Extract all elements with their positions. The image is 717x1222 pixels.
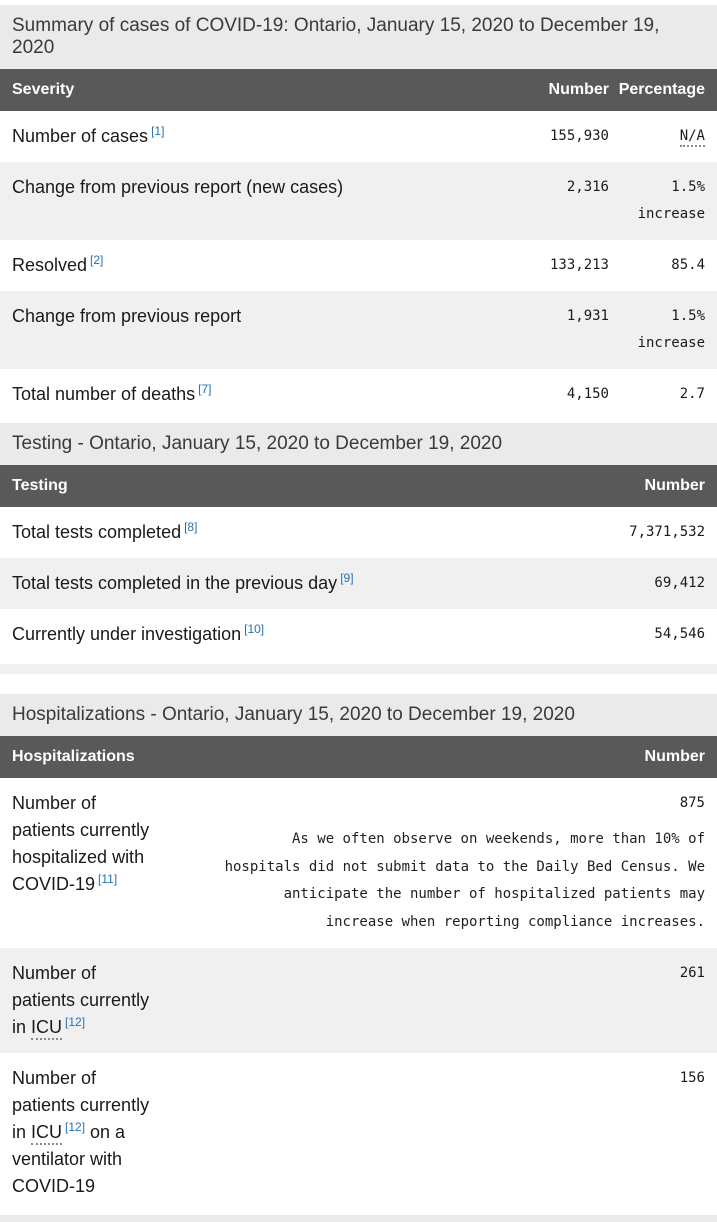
row-percentage: 2.7	[679, 386, 705, 402]
row-percentage: 1.5% increase	[637, 308, 705, 351]
summary-table-row: Total number of deaths [7] 4,150 2.7	[0, 369, 717, 420]
footnote-link[interactable]: [11]	[98, 872, 118, 886]
testing-col-testing: Testing	[12, 477, 68, 494]
row-number: 155,930	[549, 128, 609, 144]
row-label: Number of patients currently in ICU [12] on…	[12, 1068, 150, 1196]
hospitalizations-col-number: Number	[644, 748, 705, 765]
row-label: Total tests completed [8]	[12, 520, 198, 542]
summary-table-row: Change from previous report (new cases) 2…	[0, 162, 717, 240]
row-number: 133,213	[549, 257, 609, 273]
summary-table-row: Number of cases [1] 155,930 N/A	[0, 111, 717, 162]
row-number: 4,150	[566, 386, 609, 402]
row-number: 875	[679, 795, 705, 811]
covid-status-page: Summary of cases of COVID-19: Ontario, J…	[0, 5, 717, 1222]
row-label: Number of cases [1]	[12, 124, 165, 146]
hospitalizations-table-body: Number of patients currently hospitalized …	[0, 778, 717, 1212]
testing-caption: Testing - Ontario, January 15, 2020 to D…	[0, 423, 717, 465]
row-label: Number of patients currently hospitalized …	[12, 793, 150, 894]
summary-table-row: Change from previous report 1,931 1.5% inc…	[0, 291, 717, 369]
testing-table-row: Total tests completed in the previous da…	[0, 558, 717, 609]
summary-col-number: Number	[548, 81, 609, 98]
summary-caption: Summary of cases of COVID-19: Ontario, J…	[0, 5, 717, 69]
testing-section: Testing - Ontario, January 15, 2020 to D…	[0, 423, 717, 674]
hospitalizations-table-header: Hospitalizations Number	[0, 736, 717, 778]
row-label: Currently under investigation [10]	[12, 622, 265, 644]
row-number: 7,371,532	[629, 524, 705, 540]
row-percentage: 85.4	[671, 257, 705, 273]
hospitalizations-section: Hospitalizations - Ontario, January 15, …	[0, 694, 717, 1212]
hospitalizations-table-row: Number of patients currently in ICU [12] 261	[0, 948, 717, 1053]
row-percentage: 1.5% increase	[637, 179, 705, 222]
summary-section: Summary of cases of COVID-19: Ontario, J…	[0, 5, 717, 420]
row-label: Number of patients currently in ICU [12]	[12, 960, 216, 1041]
abbreviation: N/A	[679, 128, 705, 147]
abbreviation: ICU	[31, 1017, 63, 1040]
hospitalization-note: As we often observe on weekends, more th…	[224, 831, 705, 930]
testing-table-header: Testing Number	[0, 465, 717, 507]
row-value: 156	[216, 1065, 705, 1200]
hospitalizations-col-label: Hospitalizations	[12, 748, 135, 765]
row-label: Total number of deaths [7]	[12, 382, 212, 404]
summary-table-row: Resolved [2] 133,213 85.4	[0, 240, 717, 291]
testing-table-row: Currently under investigation [10] 54,546	[0, 609, 717, 660]
testing-table-bottom-strip	[0, 664, 717, 674]
testing-table-body: Total tests completed [8] 7,371,532 Total t…	[0, 507, 717, 660]
row-number: 261	[679, 965, 705, 981]
row-label: Change from previous report (new cases)	[12, 177, 344, 197]
row-number: 2,316	[566, 179, 609, 195]
summary-table-body: Number of cases [1] 155,930 N/A Change from …	[0, 111, 717, 420]
testing-col-number: Number	[644, 477, 705, 494]
footnote-link[interactable]: [9]	[340, 571, 354, 585]
abbreviation: ICU	[31, 1122, 63, 1145]
row-number: 156	[679, 1070, 705, 1086]
footnote-link[interactable]: [1]	[151, 124, 165, 138]
footnote-link[interactable]: [12]	[65, 1120, 86, 1134]
testing-table-row: Total tests completed [8] 7,371,532	[0, 507, 717, 558]
footnote-link[interactable]: [10]	[244, 622, 265, 636]
summary-table-header: Severity Number Percentage	[0, 69, 717, 111]
next-row-cutoff-strip	[0, 1215, 717, 1222]
row-percentage: N/A	[609, 123, 705, 150]
footnote-link[interactable]: [2]	[90, 253, 104, 267]
row-number: 69,412	[654, 575, 705, 591]
row-label: Resolved [2]	[12, 253, 104, 275]
hospitalizations-table-row: Number of patients currently in ICU [12] on…	[0, 1053, 717, 1212]
summary-col-severity: Severity	[12, 81, 75, 98]
footnote-link[interactable]: [8]	[184, 520, 198, 534]
hospitalizations-caption: Hospitalizations - Ontario, January 15, …	[0, 694, 717, 736]
row-value: 875 As we often observe on weekends, more…	[216, 790, 705, 936]
row-number: 54,546	[654, 626, 705, 642]
summary-col-percentage: Percentage	[618, 81, 705, 98]
row-label: Total tests completed in the previous da…	[12, 571, 354, 593]
row-label: Change from previous report	[12, 306, 242, 326]
row-number: 1,931	[566, 308, 609, 324]
hospitalizations-table-row: Number of patients currently hospitalized …	[0, 778, 717, 948]
row-value: 261	[216, 960, 705, 1041]
footnote-link[interactable]: [7]	[198, 382, 212, 396]
footnote-link[interactable]: [12]	[65, 1015, 86, 1029]
